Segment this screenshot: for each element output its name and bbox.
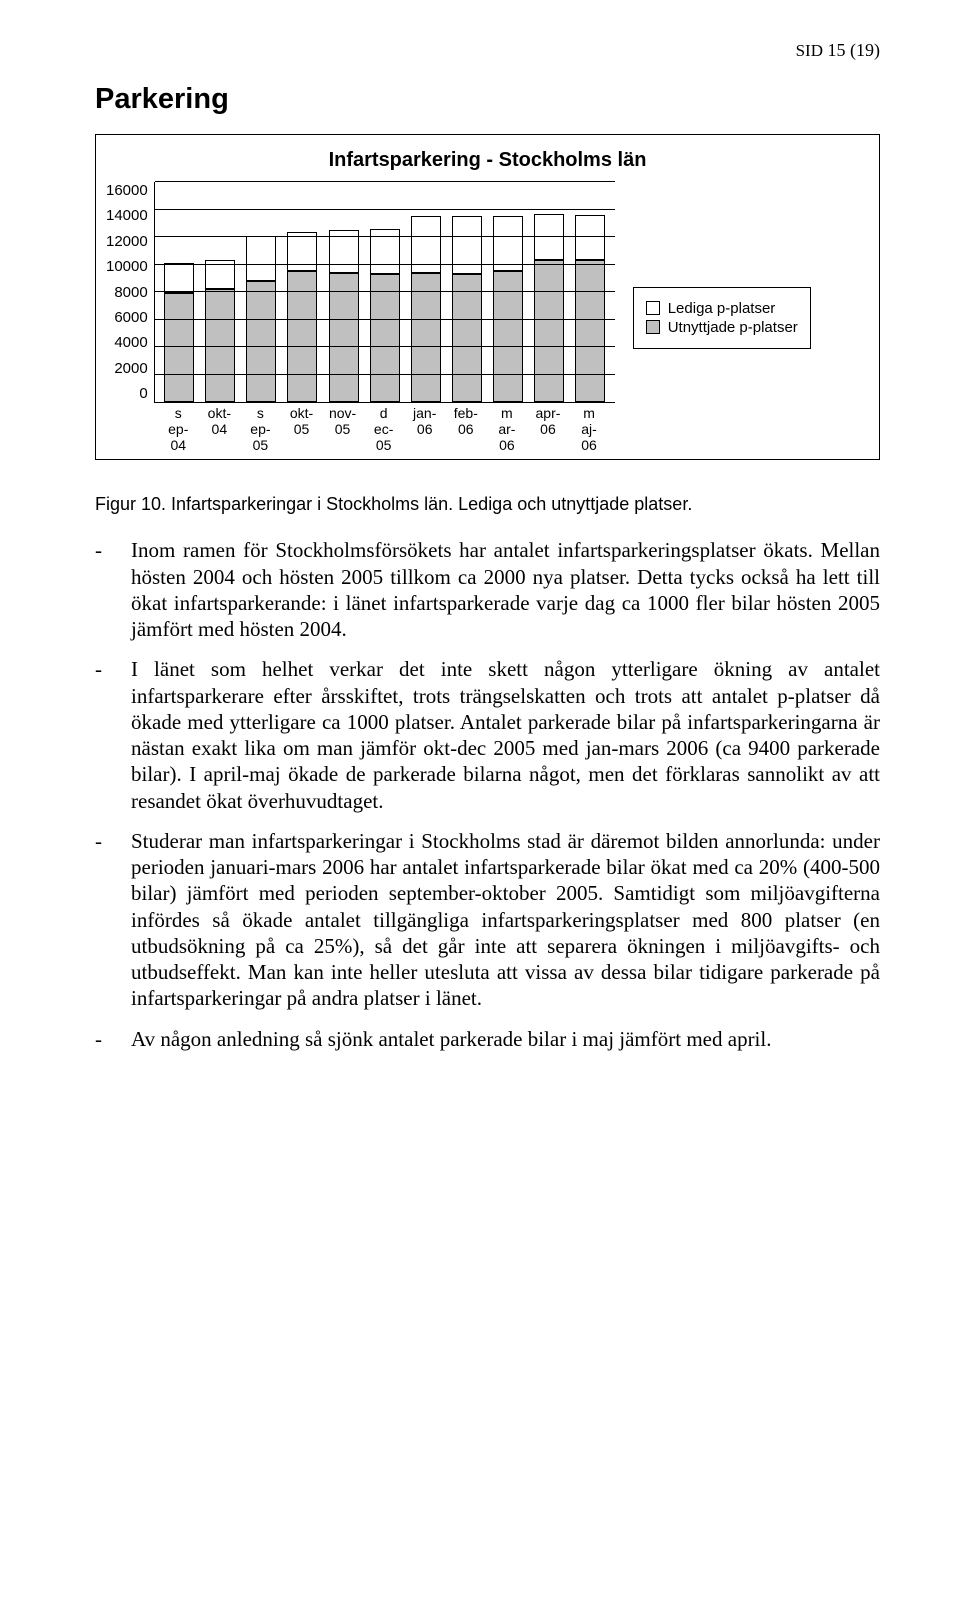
bar-segment-lediga bbox=[575, 215, 605, 260]
y-axis: 16000 14000 12000 10000 8000 6000 4000 2000 0 bbox=[106, 182, 154, 402]
grid-line bbox=[155, 291, 615, 292]
list-text: Av någon anledning så sjönk antalet park… bbox=[131, 1026, 880, 1052]
x-tick-label: nov-05 bbox=[328, 405, 358, 453]
bar-segment-utnyttjade bbox=[246, 281, 276, 402]
x-tick-label: maj-06 bbox=[574, 405, 604, 453]
list-dash: - bbox=[95, 537, 131, 642]
section-title: Parkering bbox=[95, 83, 880, 116]
chart-body: 16000 14000 12000 10000 8000 6000 4000 2000 0 se… bbox=[106, 182, 869, 453]
y-tick: 8000 bbox=[114, 284, 147, 301]
legend-swatch-utnyttjade bbox=[646, 320, 660, 334]
bar-segment-utnyttjade bbox=[411, 273, 441, 402]
x-tick-label: okt-05 bbox=[286, 405, 316, 453]
x-axis-labels: sep-04 okt-04 sep-05 okt-05 nov-05 dec-05 jan-… bbox=[154, 403, 614, 453]
list-item: -Studerar man infartsparkeringar i Stock… bbox=[95, 828, 880, 1012]
legend-label-lediga: Lediga p-platser bbox=[668, 300, 776, 317]
bar-stack bbox=[370, 229, 400, 402]
legend: Lediga p-platser Utnyttjade p-platser bbox=[633, 287, 811, 349]
x-tick-label: dec-05 bbox=[369, 405, 399, 453]
bar-stack bbox=[329, 230, 359, 402]
bar-stack bbox=[164, 263, 194, 402]
chart-panel: Infartsparkering - Stockholms län 160001… bbox=[95, 134, 880, 460]
grid-line bbox=[155, 346, 615, 347]
bar-segment-lediga bbox=[164, 263, 194, 293]
x-tick-label: feb-06 bbox=[451, 405, 481, 453]
x-tick-label: apr-06 bbox=[533, 405, 563, 453]
bars-container bbox=[155, 182, 615, 402]
x-tick-label: sep-05 bbox=[245, 405, 275, 453]
y-tick: 2000 bbox=[114, 360, 147, 377]
bar-segment-utnyttjade bbox=[329, 273, 359, 402]
chart-title: Infartsparkering - Stockholms län bbox=[106, 149, 869, 172]
bar-segment-utnyttjade bbox=[452, 274, 482, 402]
x-tick-label: jan-06 bbox=[410, 405, 440, 453]
bar-segment-lediga bbox=[452, 216, 482, 274]
y-tick: 0 bbox=[139, 385, 147, 402]
bar-segment-lediga bbox=[246, 236, 276, 281]
x-tick-label: okt-04 bbox=[204, 405, 234, 453]
list-item: -Inom ramen för Stockholmsförsökets har … bbox=[95, 537, 880, 642]
list-text: Studerar man infartsparkeringar i Stockh… bbox=[131, 828, 880, 1012]
page-number: 15 (19) bbox=[828, 40, 881, 60]
y-tick: 6000 bbox=[114, 309, 147, 326]
bar-stack bbox=[287, 232, 317, 403]
grid-line bbox=[155, 209, 615, 210]
page-header: SID 15 (19) bbox=[95, 40, 880, 61]
y-tick: 10000 bbox=[106, 258, 148, 275]
bar-segment-lediga bbox=[205, 260, 235, 289]
list-item: -Av någon anledning så sjönk antalet par… bbox=[95, 1026, 880, 1052]
bullet-list: -Inom ramen för Stockholmsförsökets har … bbox=[95, 537, 880, 1052]
legend-row-lediga: Lediga p-platser bbox=[646, 300, 798, 317]
list-dash: - bbox=[95, 1026, 131, 1052]
x-tick-label: mar-06 bbox=[492, 405, 522, 453]
bar-stack bbox=[205, 260, 235, 402]
list-text: Inom ramen för Stockholmsförsökets har a… bbox=[131, 537, 880, 642]
bar-segment-utnyttjade bbox=[575, 260, 605, 402]
legend-label-utnyttjade: Utnyttjade p-platser bbox=[668, 319, 798, 336]
grid-line bbox=[155, 264, 615, 265]
bar-segment-utnyttjade bbox=[534, 260, 564, 402]
y-tick: 4000 bbox=[114, 334, 147, 351]
legend-row-utnyttjade: Utnyttjade p-platser bbox=[646, 319, 798, 336]
legend-swatch-lediga bbox=[646, 301, 660, 315]
x-tick-label: sep-04 bbox=[163, 405, 193, 453]
list-item: -I länet som helhet verkar det inte sket… bbox=[95, 656, 880, 814]
bar-segment-utnyttjade bbox=[164, 293, 194, 402]
figure-caption: Figur 10. Infartsparkeringar i Stockholm… bbox=[95, 494, 880, 515]
grid-line bbox=[155, 181, 615, 182]
list-dash: - bbox=[95, 828, 131, 1012]
y-tick: 12000 bbox=[106, 233, 148, 250]
sid-label: SID bbox=[796, 41, 823, 60]
grid-line bbox=[155, 374, 615, 375]
grid-line bbox=[155, 319, 615, 320]
list-dash: - bbox=[95, 656, 131, 814]
list-text: I länet som helhet verkar det inte skett… bbox=[131, 656, 880, 814]
grid-line bbox=[155, 236, 615, 237]
bar-segment-utnyttjade bbox=[370, 274, 400, 402]
y-tick: 16000 bbox=[106, 182, 148, 199]
plot-area bbox=[154, 182, 615, 403]
y-tick: 14000 bbox=[106, 207, 148, 224]
bar-segment-lediga bbox=[534, 214, 564, 261]
bar-segment-lediga bbox=[287, 232, 317, 272]
